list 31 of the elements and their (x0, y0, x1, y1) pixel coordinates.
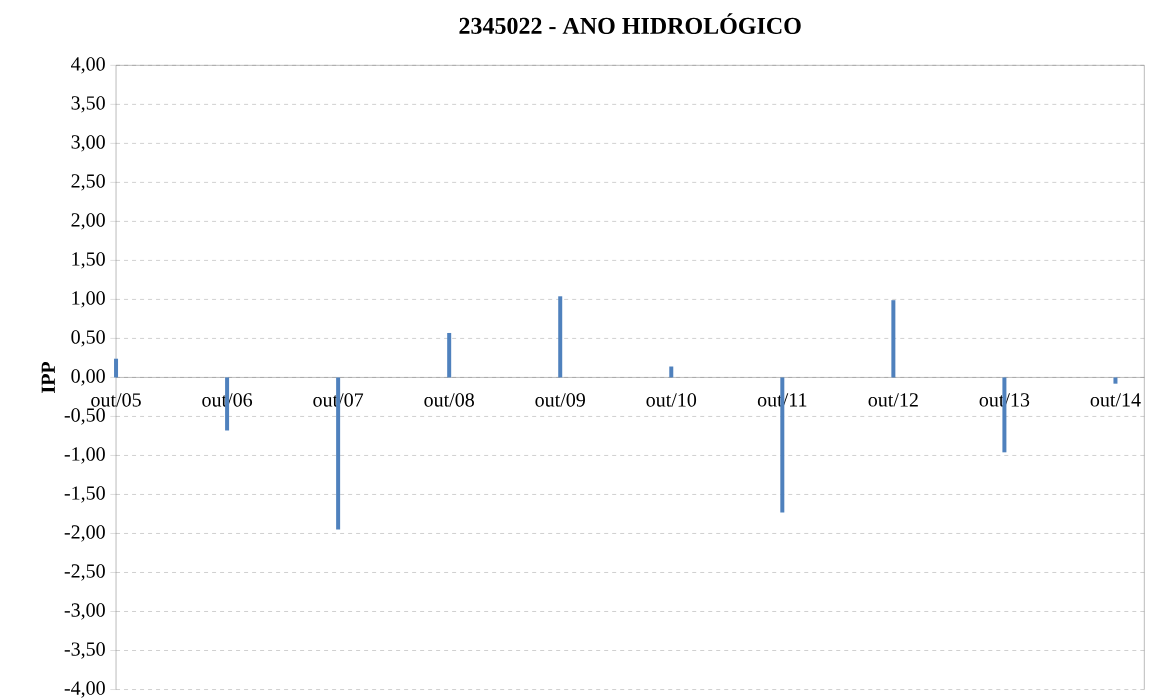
x-tick-label: out/10 (646, 393, 697, 407)
y-tick-label: 4,00 (71, 57, 105, 74)
y-tick-label: 2,50 (71, 174, 105, 191)
bar (447, 332, 452, 378)
x-tick-label: out/05 (91, 393, 141, 407)
y-tick-label: 3,50 (71, 96, 105, 113)
y-tick-label: 1,00 (72, 291, 105, 308)
x-tick-label: out/14 (1090, 393, 1141, 407)
y-tick-label: -1,00 (64, 447, 105, 464)
x-tick-label: out/09 (535, 393, 585, 407)
y-tick-label: -2,00 (64, 525, 105, 542)
bar (669, 366, 674, 378)
y-tick-label: -4,00 (64, 681, 105, 698)
bar (891, 300, 896, 378)
y-axis-title: IPP (41, 361, 55, 393)
y-tick-label: 2,00 (71, 213, 105, 230)
y-tick-label: -3,50 (64, 642, 105, 659)
x-tick-label: out/12 (868, 393, 918, 407)
y-tick-label: 0,00 (71, 369, 105, 386)
y-tick-label: 1,50 (72, 252, 105, 269)
x-tick-label: out/08 (424, 393, 474, 407)
y-tick-label: -1,50 (64, 486, 105, 503)
y-tick-label: -3,00 (64, 603, 105, 620)
y-tick-label: 0,50 (71, 330, 105, 347)
bar (114, 358, 119, 378)
bar (1113, 377, 1118, 384)
chart-title: 2345022 - ANO HIDROLÓGICO (459, 13, 801, 34)
y-tick-label: -2,50 (64, 564, 105, 581)
bar (558, 296, 563, 378)
y-tick-label: -0,50 (64, 408, 105, 425)
y-tick-label: 3,00 (71, 135, 105, 152)
